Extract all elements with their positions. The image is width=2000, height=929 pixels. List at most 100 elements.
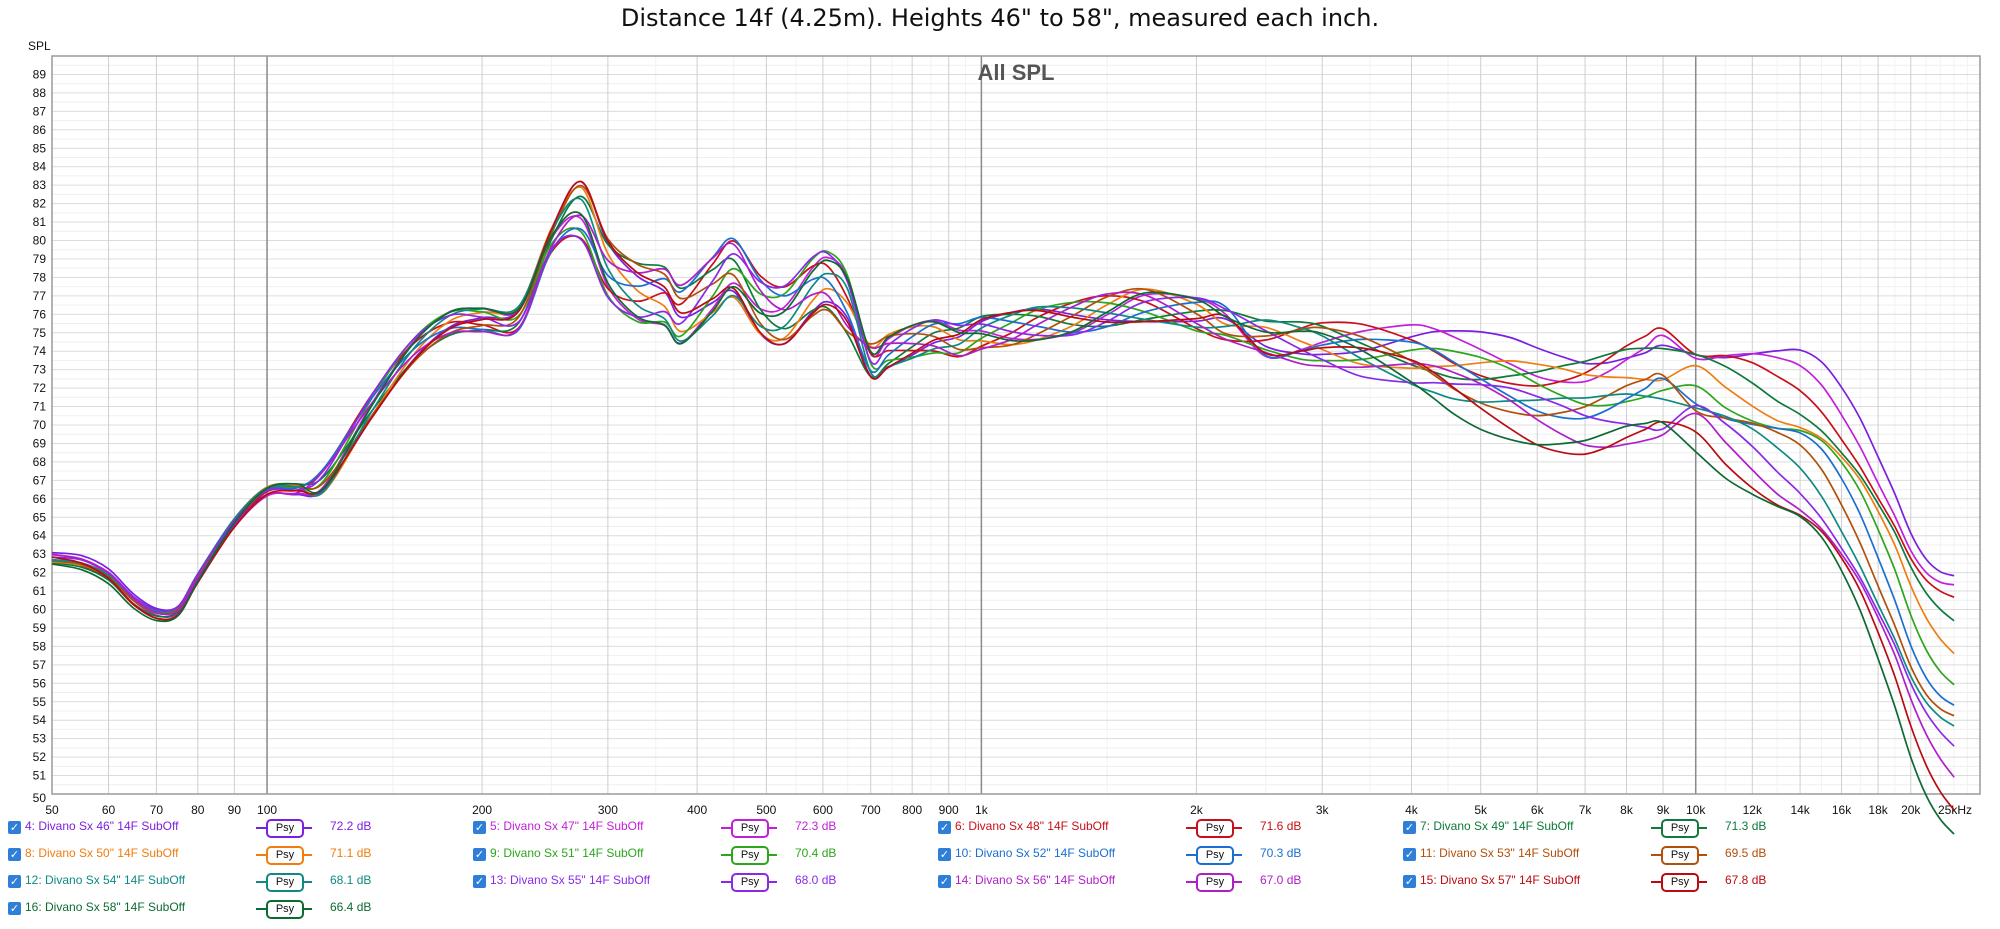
x-tick-label: 900 <box>939 803 959 817</box>
series-line <box>51 215 1955 618</box>
legend-item: ✓ 4: Divano Sx 46" 14F SubOff Psy 72.2 dB <box>8 818 458 842</box>
psy-button[interactable]: Psy <box>721 845 777 865</box>
page-title: Distance 14f (4.25m). Heights 46" to 58"… <box>620 4 1380 32</box>
psy-button[interactable]: Psy <box>1651 872 1707 892</box>
legend-item: ✓ 8: Divano Sx 50" 14F SubOff Psy 71.1 dB <box>8 845 458 869</box>
y-tick-label: 61 <box>33 584 47 598</box>
y-tick-label: 88 <box>33 86 47 100</box>
series-line <box>51 180 1955 612</box>
legend: ✓ 4: Divano Sx 46" 14F SubOff Psy 72.2 dB ✓ 5… <box>0 818 2000 928</box>
legend-item: ✓ 7: Divano Sx 49" 14F SubOff Psy 71.3 dB <box>1403 818 1853 842</box>
legend-checkbox[interactable]: ✓ <box>1403 875 1416 888</box>
y-tick-label: 79 <box>33 252 47 266</box>
legend-label: 4: Divano Sx 46" 14F SubOff <box>25 819 179 833</box>
y-axis-ticks: 51 52 53 54 55 56 57 58 59 60 61 62 63 64 65 66 67 68 69 70… <box>33 67 47 805</box>
psy-label: Psy <box>731 819 769 838</box>
series-line <box>51 211 1955 835</box>
legend-label: 9: Divano Sx 51" 14F SubOff <box>490 846 644 860</box>
y-tick-label: 66 <box>33 492 47 506</box>
y-tick-label: 86 <box>33 123 47 137</box>
x-tick-label: 20k <box>1901 803 1921 817</box>
legend-checkbox[interactable]: ✓ <box>473 848 486 861</box>
psy-button[interactable]: Psy <box>256 845 312 865</box>
legend-value: 69.5 dB <box>1725 846 1767 860</box>
legend-label: 12: Divano Sx 54" 14F SubOff <box>25 873 186 887</box>
legend-checkbox[interactable]: ✓ <box>938 848 951 861</box>
psy-button[interactable]: Psy <box>256 899 312 919</box>
y-tick-label: 55 <box>33 695 47 709</box>
y-tick-label: 83 <box>33 178 47 192</box>
psy-label: Psy <box>731 873 769 892</box>
legend-checkbox[interactable]: ✓ <box>1403 821 1416 834</box>
psy-button[interactable]: Psy <box>1186 872 1242 892</box>
x-tick-label: 700 <box>861 803 881 817</box>
legend-checkbox[interactable]: ✓ <box>8 821 21 834</box>
psy-label: Psy <box>1196 846 1234 865</box>
x-tick-label: 400 <box>687 803 707 817</box>
psy-label: Psy <box>266 873 304 892</box>
psy-button[interactable]: Psy <box>1651 845 1707 865</box>
y-tick-label: 76 <box>33 307 47 321</box>
legend-checkbox[interactable]: ✓ <box>938 821 951 834</box>
y-tick-label: 69 <box>33 436 47 450</box>
y-tick-label: 81 <box>33 215 47 229</box>
legend-item: ✓ 9: Divano Sx 51" 14F SubOff Psy 70.4 dB <box>473 845 923 869</box>
y-tick-label: 52 <box>33 750 47 764</box>
y-tick-label: 50 <box>33 791 47 805</box>
legend-checkbox[interactable]: ✓ <box>1403 848 1416 861</box>
legend-checkbox[interactable]: ✓ <box>473 821 486 834</box>
y-tick-label: 85 <box>33 141 47 155</box>
y-tick-label: 71 <box>33 400 47 414</box>
x-tick-label: 16k <box>1832 803 1852 817</box>
y-tick-label: 70 <box>33 418 47 432</box>
series-line <box>51 214 1955 778</box>
legend-item: ✓ 15: Divano Sx 57" 14F SubOff Psy 67.8 dB <box>1403 872 1853 896</box>
legend-label: 14: Divano Sx 56" 14F SubOff <box>955 873 1116 887</box>
series-line <box>51 234 1955 747</box>
y-tick-label: 65 <box>33 510 47 524</box>
legend-checkbox[interactable]: ✓ <box>8 875 21 888</box>
psy-button[interactable]: Psy <box>1186 845 1242 865</box>
legend-value: 71.6 dB <box>1260 819 1302 833</box>
y-tick-label: 59 <box>33 621 47 635</box>
y-tick-label: 87 <box>33 104 47 118</box>
psy-label: Psy <box>1661 819 1699 838</box>
legend-value: 71.3 dB <box>1725 819 1767 833</box>
psy-button[interactable]: Psy <box>721 818 777 838</box>
psy-label: Psy <box>266 819 304 838</box>
legend-label: 16: Divano Sx 58" 14F SubOff <box>25 900 186 914</box>
legend-label: 10: Divano Sx 52" 14F SubOff <box>955 846 1116 860</box>
y-tick-label: 84 <box>33 160 47 174</box>
legend-value: 71.1 dB <box>330 846 372 860</box>
legend-item: ✓ 12: Divano Sx 54" 14F SubOff Psy 68.1 dB <box>8 872 458 896</box>
legend-checkbox[interactable]: ✓ <box>8 848 21 861</box>
legend-item: ✓ 13: Divano Sx 55" 14F SubOff Psy 68.0 dB <box>473 872 923 896</box>
psy-button[interactable]: Psy <box>256 872 312 892</box>
legend-checkbox[interactable]: ✓ <box>8 902 21 915</box>
minor-grid <box>52 56 1980 794</box>
x-tick-label: 800 <box>902 803 922 817</box>
x-tick-label: 7k <box>1579 803 1593 817</box>
psy-button[interactable]: Psy <box>721 872 777 892</box>
psy-button[interactable]: Psy <box>1186 818 1242 838</box>
x-tick-label: 500 <box>756 803 776 817</box>
psy-label: Psy <box>1196 819 1234 838</box>
x-tick-label: 80 <box>191 803 205 817</box>
y-tick-label: 64 <box>33 529 47 543</box>
x-tick-label: 90 <box>228 803 242 817</box>
x-tick-label: 18k <box>1868 803 1888 817</box>
legend-value: 72.3 dB <box>795 819 837 833</box>
psy-button[interactable]: Psy <box>1651 818 1707 838</box>
x-tick-label: 14k <box>1790 803 1810 817</box>
legend-checkbox[interactable]: ✓ <box>473 875 486 888</box>
x-tick-label: 12k <box>1743 803 1763 817</box>
legend-checkbox[interactable]: ✓ <box>938 875 951 888</box>
legend-label: 5: Divano Sx 47" 14F SubOff <box>490 819 644 833</box>
y-tick-label: 60 <box>33 603 47 617</box>
psy-label: Psy <box>266 900 304 919</box>
legend-value: 70.4 dB <box>795 846 837 860</box>
series-line <box>51 186 1955 655</box>
legend-item: ✓ 10: Divano Sx 52" 14F SubOff Psy 70.3 dB <box>938 845 1388 869</box>
psy-button[interactable]: Psy <box>256 818 312 838</box>
